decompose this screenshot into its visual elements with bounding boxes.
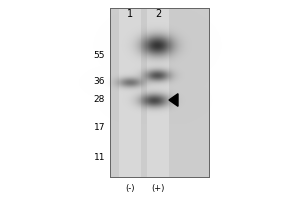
- Text: 11: 11: [94, 154, 105, 162]
- Text: 55: 55: [94, 50, 105, 60]
- Text: 17: 17: [94, 123, 105, 132]
- Text: (-): (-): [125, 184, 135, 192]
- Text: (+): (+): [151, 184, 165, 192]
- Text: 28: 28: [94, 96, 105, 104]
- Polygon shape: [169, 94, 178, 106]
- Text: 36: 36: [94, 77, 105, 86]
- Text: 2: 2: [155, 9, 161, 19]
- Text: 1: 1: [127, 9, 133, 19]
